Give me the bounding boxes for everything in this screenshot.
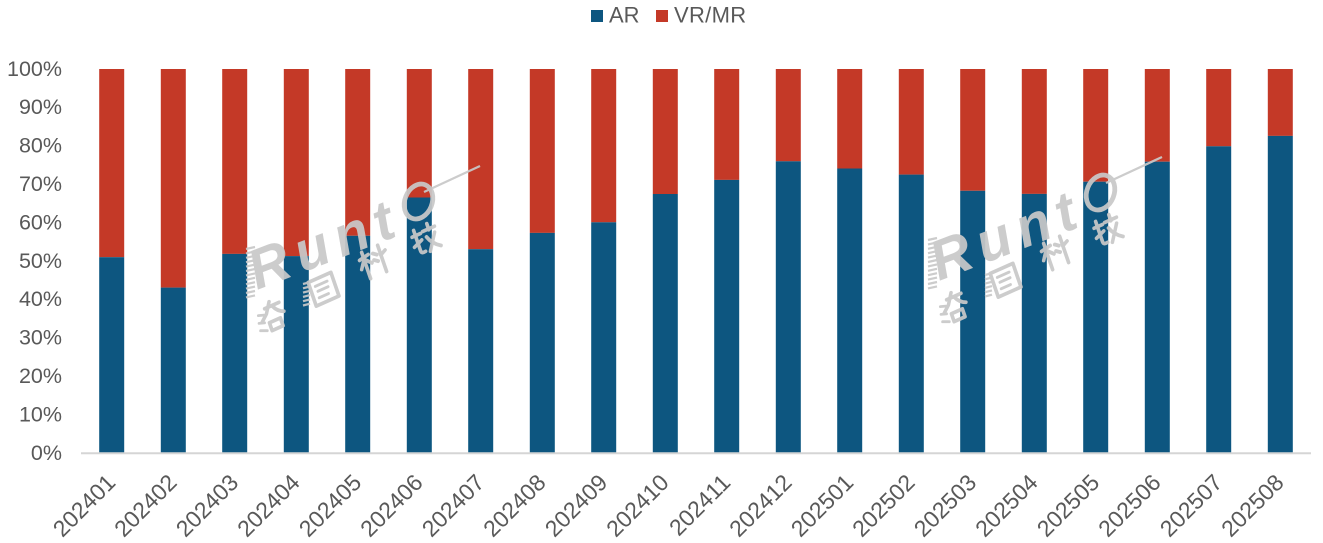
svg-text:VR/MR: VR/MR [674, 3, 746, 28]
svg-text:20%: 20% [19, 364, 62, 388]
svg-text:0%: 0% [31, 441, 62, 465]
svg-text:40%: 40% [19, 287, 62, 311]
svg-text:60%: 60% [19, 210, 62, 234]
svg-text:10%: 10% [19, 402, 62, 426]
svg-text:AR: AR [609, 3, 640, 28]
svg-text:30%: 30% [19, 326, 62, 350]
svg-text:80%: 80% [19, 134, 62, 158]
svg-text:100%: 100% [7, 57, 62, 81]
svg-text:90%: 90% [19, 95, 62, 119]
svg-text:50%: 50% [19, 249, 62, 273]
svg-text:70%: 70% [19, 172, 62, 196]
